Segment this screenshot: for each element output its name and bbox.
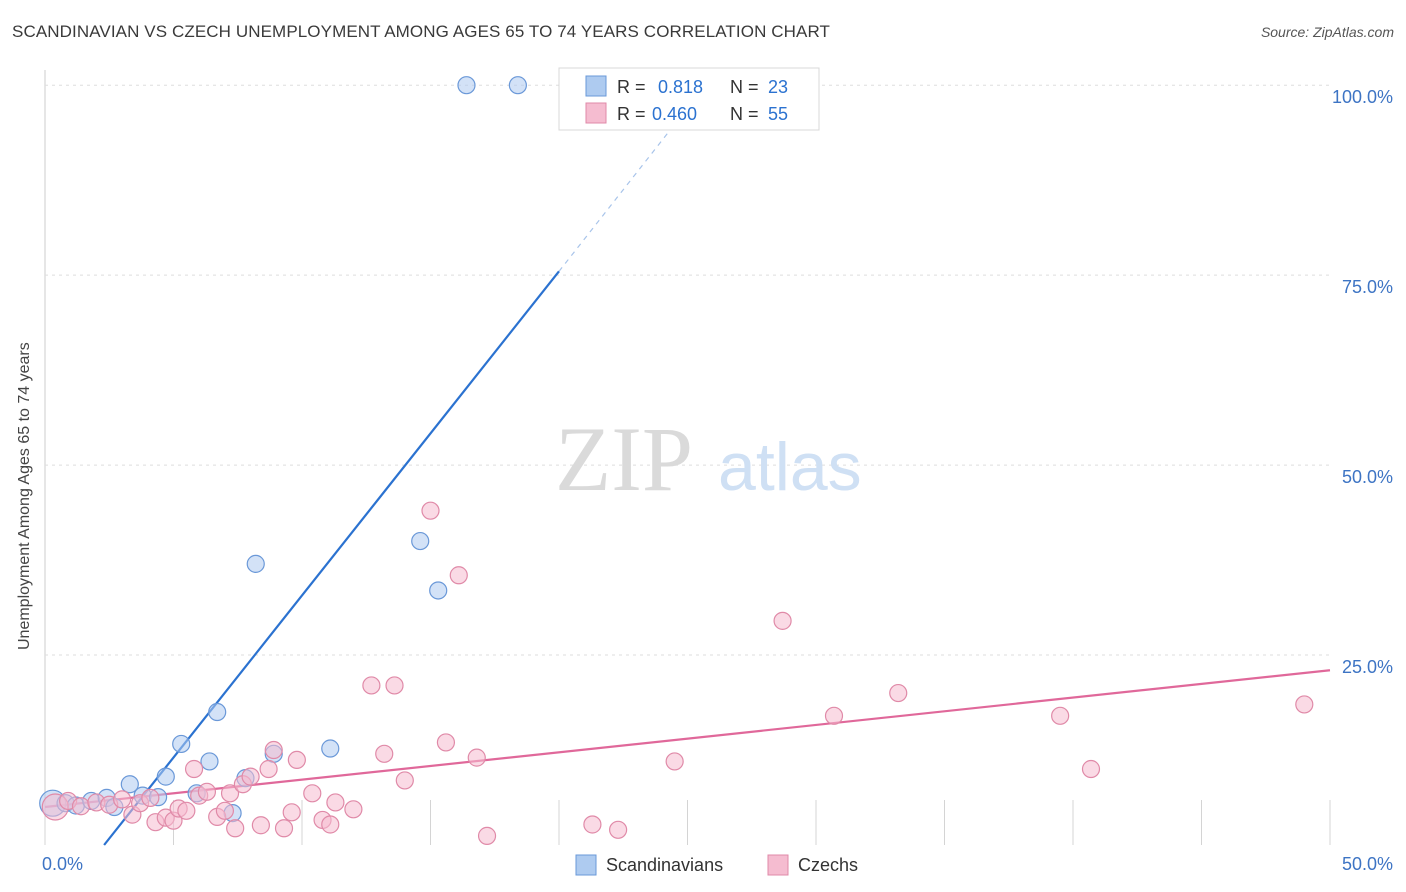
legend-bottom-swatch-czechs [767,854,789,876]
legend-r-value-2: 0.460 [652,104,697,124]
legend-bottom-swatch-scandinavians [575,854,597,876]
data-point-0-9 [156,767,175,786]
data-point-1-22 [241,767,260,786]
data-point-1-41 [467,748,486,767]
data-point-1-32 [326,793,345,812]
data-point-1-18 [215,801,234,820]
data-point-0-20 [429,581,448,600]
data-point-0-22 [508,76,527,95]
data-point-1-50 [1081,759,1101,779]
trendline-extension-0 [558,107,688,272]
trendline-1 [44,669,1331,809]
y-tick-label-0: 25.0% [1342,657,1393,677]
data-point-0-13 [208,702,227,722]
x-tick-label-1: 50.0% [1342,854,1393,874]
legend-n-label-1: N = [730,77,759,97]
y-tick-label-1: 50.0% [1342,467,1393,487]
data-point-1-16 [197,782,217,801]
x-tick-label-0: 0.0% [42,854,83,874]
data-point-0-21 [457,76,476,95]
data-point-1-37 [395,771,414,790]
data-point-1-26 [274,819,294,838]
legend-n-value-1: 23 [768,77,788,97]
data-point-1-49 [1051,706,1070,725]
data-point-0-18 [321,739,340,758]
data-point-1-13 [177,801,196,820]
legend-n-label-2: N = [730,104,759,124]
data-point-1-20 [226,819,245,838]
legend-r-value-1: 0.818 [658,77,703,97]
tick-labels-layer: 25.0% 50.0% 75.0% 100.0% 0.0% 50.0% [42,87,1393,874]
legend-bottom-label-scandinavians: Scandinavians [606,855,723,875]
data-point-1-24 [259,759,278,779]
y-tick-label-3: 100.0% [1332,87,1393,107]
data-point-1-25 [264,740,283,760]
data-point-0-19 [411,531,430,551]
data-point-1-27 [282,803,301,822]
data-point-1-36 [385,676,404,695]
data-point-0-6 [120,775,139,794]
data-point-0-12 [200,752,219,771]
legend-n-value-2: 55 [768,104,788,124]
data-point-1-19 [220,784,240,803]
watermark-atlas: atlas [718,429,862,505]
data-point-1-31 [321,815,340,834]
legend-swatch-czechs [585,102,607,124]
data-point-0-10 [172,734,191,754]
data-point-1-34 [362,676,381,695]
data-point-1-14 [184,759,204,779]
watermark: ZIP atlas [555,408,862,510]
data-point-1-43 [583,815,602,834]
grid-layer [44,70,1331,845]
data-point-1-5 [112,790,132,809]
data-point-1-44 [609,820,628,839]
legend-stats: R = 0.818 N = 23 R = 0.460 N = 55 [558,67,820,131]
legend-bottom-label-czechs: Czechs [798,855,858,875]
data-point-1-35 [375,744,394,763]
data-point-1-8 [141,788,160,807]
data-point-1-23 [251,816,270,835]
data-point-1-29 [303,784,322,803]
data-point-1-28 [287,750,306,770]
data-point-1-47 [824,706,844,725]
data-point-1-48 [889,683,908,703]
legend-r-label-1: R = [617,77,646,97]
data-point-0-16 [246,554,265,573]
chart-title: SCANDINAVIAN VS CZECH UNEMPLOYMENT AMONG… [12,22,831,41]
data-point-1-38 [421,501,440,520]
data-point-1-39 [436,733,456,752]
data-point-1-42 [477,826,497,845]
data-point-1-45 [665,752,684,771]
data-point-1-2 [71,797,91,816]
legend-r-label-2: R = [617,104,646,124]
data-point-1-40 [449,566,468,585]
y-tick-label-2: 75.0% [1342,277,1393,297]
watermark-zip: ZIP [555,408,693,510]
legend-swatch-scandinavians [585,75,607,97]
legend-series: Scandinavians Czechs [575,854,858,876]
data-point-1-46 [773,611,792,630]
data-point-1-51 [1295,695,1314,714]
points-layer [39,76,1314,845]
data-point-1-33 [344,800,363,819]
source-label: Source: ZipAtlas.com [1260,24,1394,40]
